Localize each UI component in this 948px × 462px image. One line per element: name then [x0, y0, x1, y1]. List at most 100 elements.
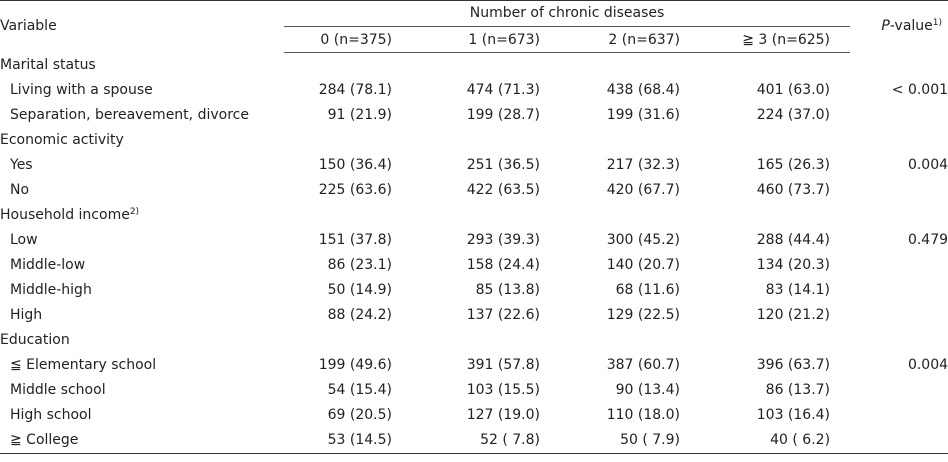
- group-header-3-text: ≧ 3 (n=625): [742, 31, 831, 48]
- value-cell: 150 (36.4): [318, 157, 392, 173]
- pvalue-cell: [850, 378, 948, 403]
- pvalue-header-footnote: 1): [932, 18, 943, 29]
- table-row: Middle school 54 (15.4) 103 (15.5) 90 (13.4…: [0, 378, 948, 403]
- variable-header-text: Variable: [0, 18, 57, 35]
- value-cell: 300 (45.2): [606, 232, 680, 248]
- group-title-header: Number of chronic diseases: [284, 0, 851, 27]
- table-body: Marital status Living with a spouse 284 (7…: [0, 53, 948, 454]
- value-cell: 199 (49.6): [318, 357, 392, 373]
- value-cell: 91 (21.9): [327, 107, 392, 123]
- value-cell: 50 (14.9): [327, 282, 392, 298]
- group-header-0-text: 0 (n=375): [320, 31, 392, 48]
- value-cell: 293 (39.3): [466, 232, 540, 248]
- group-header-2: 2 (n=637): [566, 26, 710, 53]
- table-row: High school 69 (20.5) 127 (19.0) 110 (18.0)…: [0, 403, 948, 428]
- value-cell: 165 (26.3): [756, 157, 831, 173]
- value-cell: 284 (78.1): [318, 82, 392, 98]
- value-cell: 460 (73.7): [756, 182, 831, 198]
- value-cell: 217 (32.3): [606, 157, 680, 173]
- row-label: Separation, bereavement, divorce: [10, 107, 249, 123]
- empty-cell: [424, 53, 566, 79]
- value-cell: 199 (28.7): [466, 107, 540, 123]
- value-cell: 199 (31.6): [606, 107, 680, 123]
- section-title-text: Economic activity: [0, 132, 124, 148]
- header-row-1: Variable Number of chronic diseases P-va…: [0, 0, 948, 53]
- table-row: ≧ College 53 (14.5) 52 ( 7.8) 50 ( 7.9) 40 (…: [0, 428, 948, 454]
- value-cell: 54 (15.4): [327, 382, 392, 398]
- table-row: No 225 (63.6) 422 (63.5) 420 (67.7) 460 (73.…: [0, 178, 948, 203]
- row-label: High school: [10, 407, 92, 423]
- empty-cell: [284, 328, 424, 353]
- empty-cell: [710, 328, 850, 353]
- empty-cell: [710, 203, 850, 228]
- row-label: Living with a spouse: [10, 82, 153, 98]
- value-cell: 251 (36.5): [466, 157, 540, 173]
- value-cell: 420 (67.7): [606, 182, 680, 198]
- section-title: Economic activity: [0, 128, 284, 153]
- value-cell: 474 (71.3): [466, 82, 540, 98]
- value-cell: 422 (63.5): [466, 182, 540, 198]
- value-cell: 438 (68.4): [606, 82, 680, 98]
- section-title-text: Marital status: [0, 56, 96, 73]
- section-row: Marital status: [0, 53, 948, 79]
- pvalue-cell: < 0.001: [891, 82, 948, 98]
- row-label: Middle school: [10, 382, 106, 398]
- value-cell: 85 (13.8): [475, 282, 540, 298]
- pvalue-cell: 0.004: [907, 357, 948, 373]
- empty-cell: [566, 128, 710, 153]
- value-cell: 137 (22.6): [466, 307, 540, 323]
- table-row: Yes 150 (36.4) 251 (36.5) 217 (32.3) 165 (26…: [0, 153, 948, 178]
- table-row: Low 151 (37.8) 293 (39.3) 300 (45.2) 288 (44…: [0, 228, 948, 253]
- value-cell: 110 (18.0): [606, 407, 680, 423]
- value-cell: 86 (13.7): [765, 382, 831, 398]
- pvalue-header-italic: P: [881, 18, 890, 35]
- value-cell: 401 (63.0): [756, 82, 831, 98]
- value-cell: 40 ( 6.2): [710, 428, 851, 454]
- table-row: High 88 (24.2) 137 (22.6) 129 (22.5) 120 (21…: [0, 303, 948, 328]
- section-row: Education: [0, 328, 948, 353]
- group-header-2-text: 2 (n=637): [608, 31, 680, 48]
- group-header-3: ≧ 3 (n=625): [710, 26, 851, 53]
- value-cell: 68 (11.6): [615, 282, 680, 298]
- empty-cell: [284, 203, 424, 228]
- row-label: ≧ College: [0, 428, 284, 454]
- value-cell: 288 (44.4): [756, 232, 831, 248]
- value-cell: 225 (63.6): [318, 182, 392, 198]
- empty-cell: [284, 128, 424, 153]
- section-title: Education: [0, 328, 284, 353]
- header-row-2: 0 (n=375) 1 (n=673) 2 (n=637) ≧ 3 (n=625…: [0, 26, 948, 53]
- value-cell: 396 (63.7): [756, 357, 831, 373]
- value-cell: 120 (21.2): [756, 307, 831, 323]
- empty-cell: [710, 53, 850, 79]
- value-cell: 50 ( 7.9): [566, 428, 710, 454]
- section-row: Household income2): [0, 203, 948, 228]
- value-cell: 90 (13.4): [615, 382, 680, 398]
- empty-cell: [850, 53, 948, 79]
- table-row: Middle-low 86 (23.1) 158 (24.4) 140 (20.7) 1…: [0, 253, 948, 278]
- row-label: High: [10, 307, 43, 323]
- empty-cell: [424, 203, 566, 228]
- empty-cell: [566, 203, 710, 228]
- value-cell: 129 (22.5): [606, 307, 680, 323]
- variable-header: Variable: [0, 0, 284, 53]
- group-title-text: Number of chronic diseases: [469, 5, 665, 21]
- empty-cell: [850, 328, 948, 353]
- section-title-text: Education: [0, 332, 70, 348]
- row-label: ≦ Elementary school: [10, 357, 157, 373]
- value-cell: 88 (24.2): [327, 307, 392, 323]
- row-label: Low: [10, 232, 38, 248]
- group-header-0: 0 (n=375): [284, 26, 424, 53]
- value-cell: 387 (60.7): [606, 357, 680, 373]
- value-cell: 103 (15.5): [466, 382, 540, 398]
- empty-cell: [850, 203, 948, 228]
- pvalue-header: P-value1): [850, 0, 948, 53]
- table-row: Separation, bereavement, divorce 91 (21.9…: [0, 103, 948, 128]
- value-cell: 83 (14.1): [765, 282, 831, 298]
- pvalue-cell: [850, 303, 948, 328]
- value-cell: 140 (20.7): [606, 257, 680, 273]
- value-cell: 127 (19.0): [466, 407, 540, 423]
- value-cell: 103 (16.4): [756, 407, 831, 423]
- empty-cell: [424, 128, 566, 153]
- pvalue-cell: [850, 403, 948, 428]
